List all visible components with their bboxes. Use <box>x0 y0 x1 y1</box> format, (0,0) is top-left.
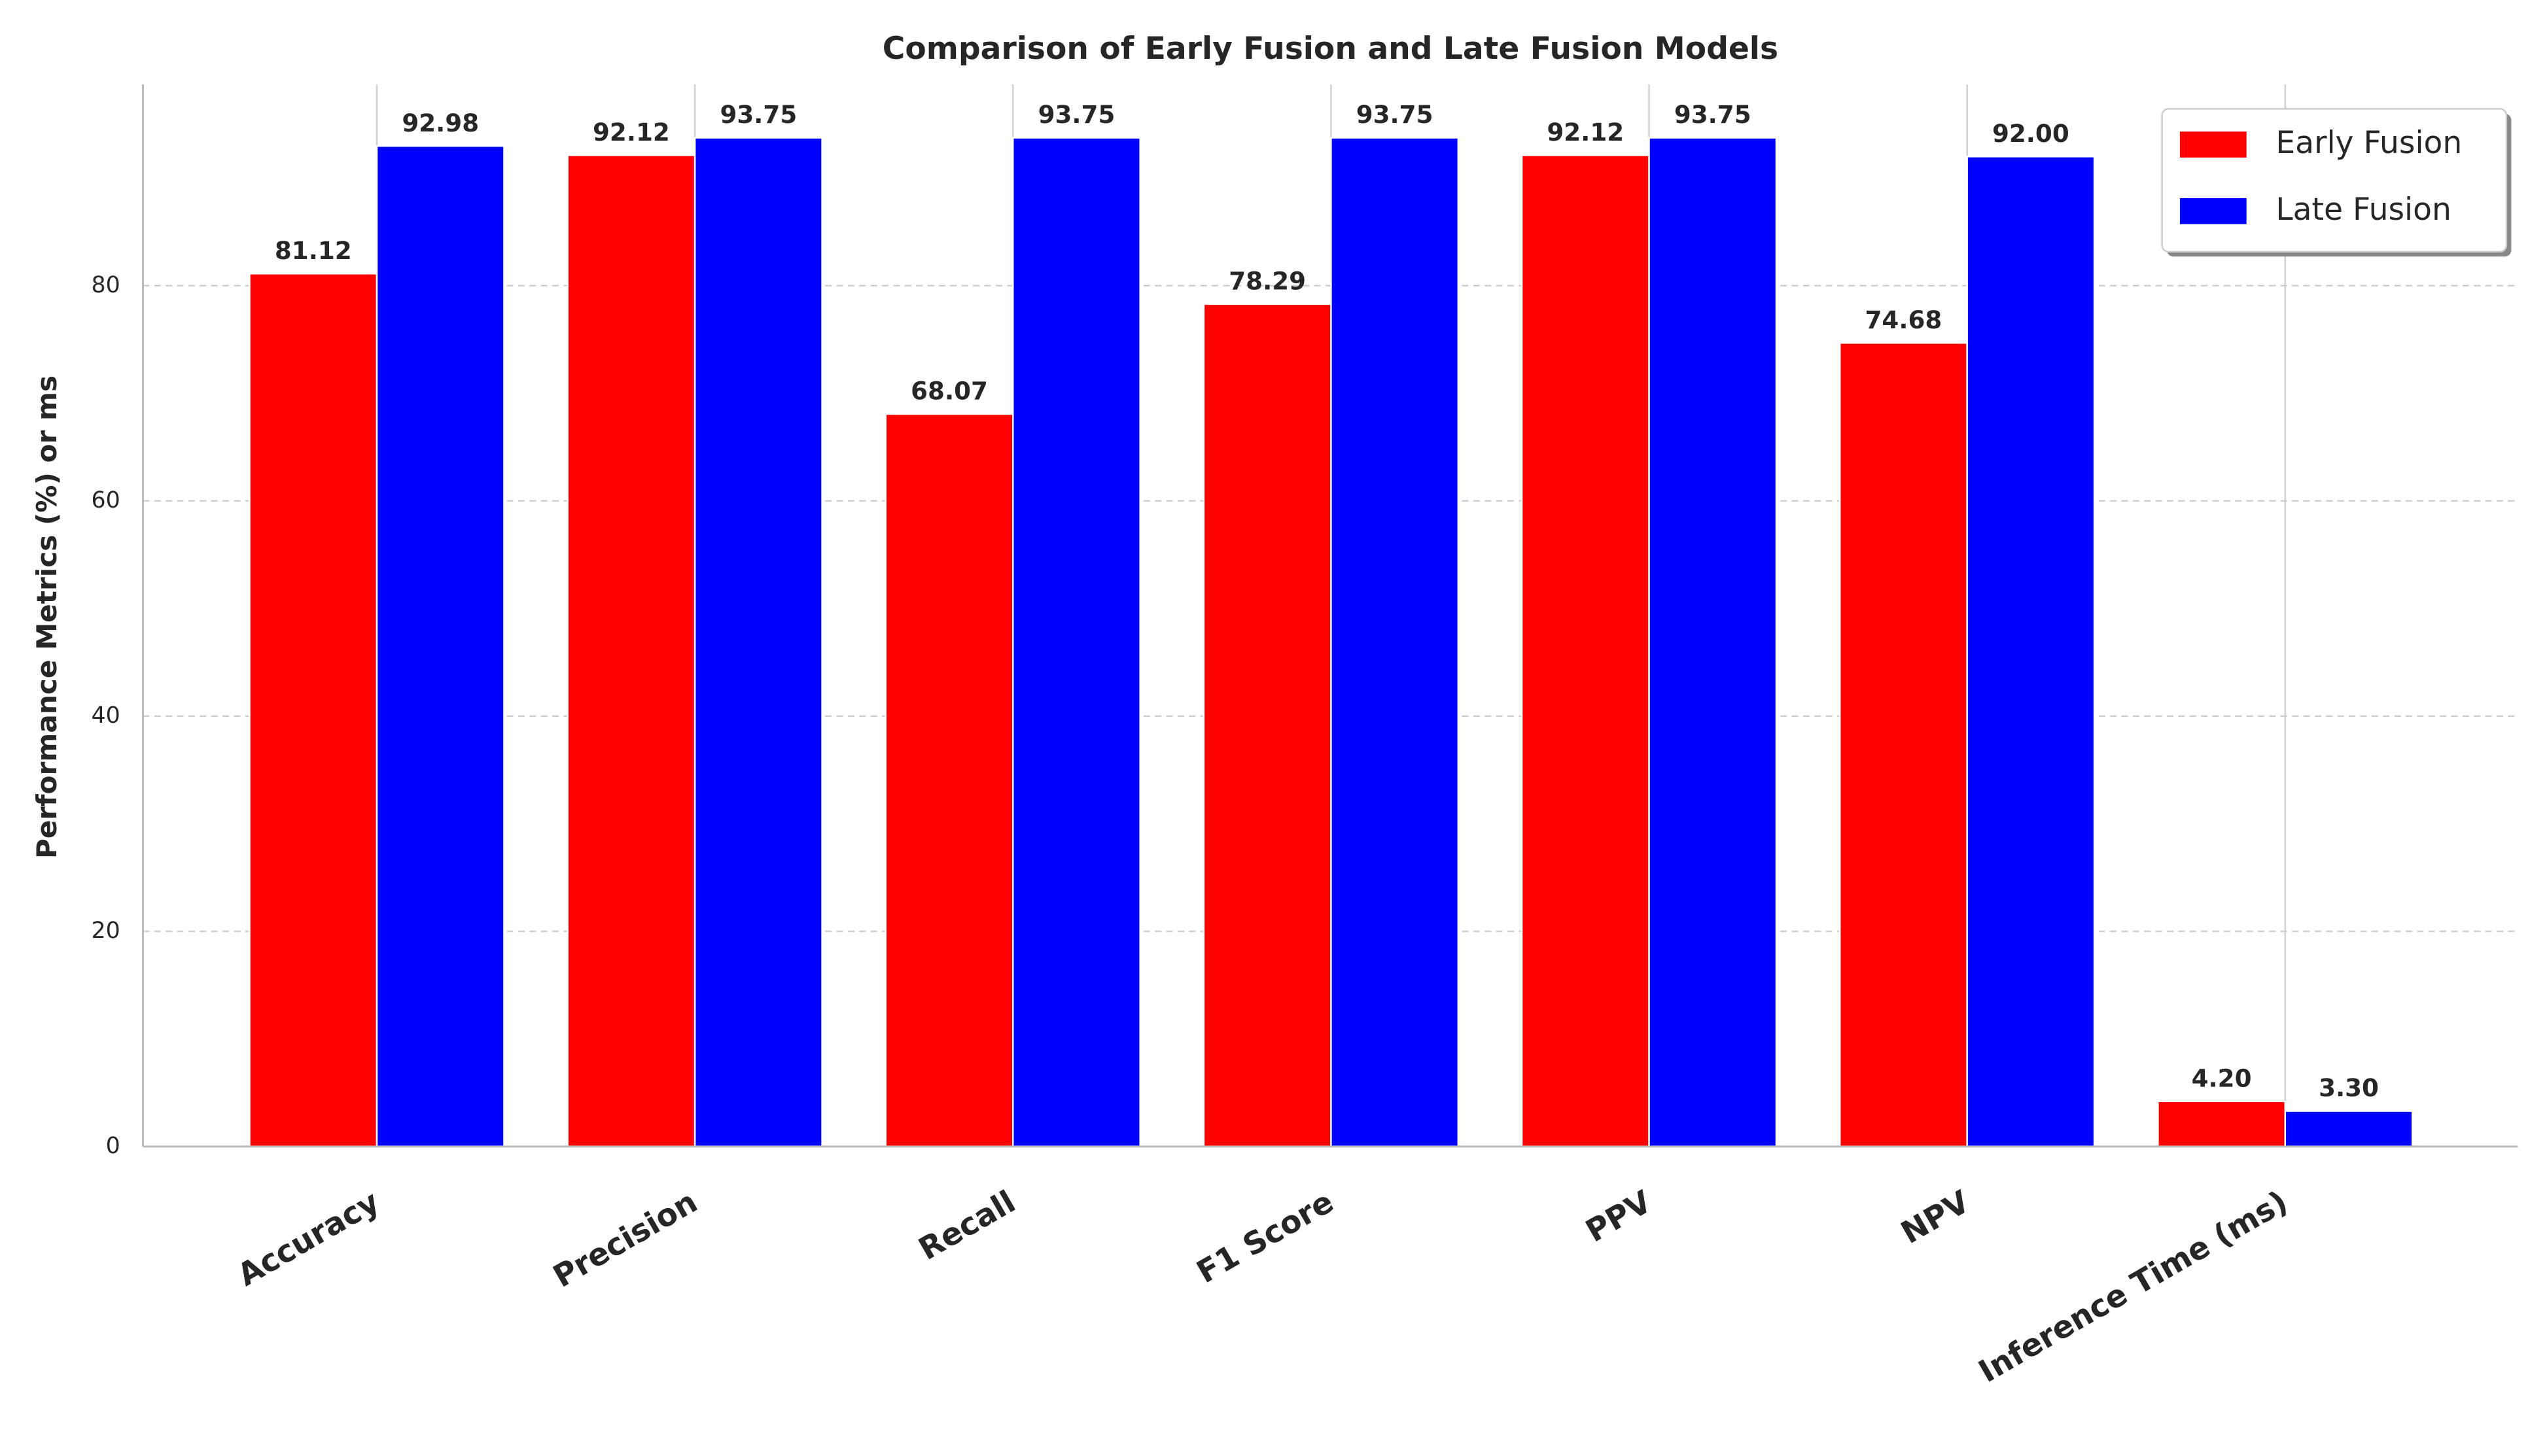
x-tick-label: Recall <box>913 1184 1021 1268</box>
value-label: 92.98 <box>402 109 479 137</box>
y-tick-label: 40 <box>92 702 120 729</box>
value-label: 4.20 <box>2192 1064 2252 1092</box>
chart-title: Comparison of Early Fusion and Late Fusi… <box>883 31 1778 67</box>
x-tick-label: PPV <box>1580 1184 1658 1250</box>
x-tick-label: Precision <box>547 1184 703 1295</box>
value-label: 92.12 <box>593 118 670 147</box>
y-tick-label: 20 <box>92 918 120 944</box>
bar <box>885 413 1014 1148</box>
bar <box>1012 137 1141 1148</box>
value-label: 78.29 <box>1229 267 1306 296</box>
value-label: 93.75 <box>720 100 797 129</box>
value-label: 93.75 <box>1038 100 1115 129</box>
bar <box>1838 342 1968 1148</box>
y-axis-label: Performance Metrics (%) or ms <box>31 375 63 859</box>
bar <box>1966 156 2096 1148</box>
y-tick-label: 80 <box>92 272 120 298</box>
bar <box>2157 1100 2287 1148</box>
bar <box>376 145 505 1148</box>
value-label: 93.75 <box>1674 100 1751 129</box>
bar <box>694 137 823 1148</box>
legend-swatch <box>2179 131 2247 158</box>
x-tick-label: F1 Score <box>1191 1184 1340 1291</box>
x-tick-label: Inference Time (ms) <box>1973 1184 2294 1390</box>
bar <box>1648 137 1778 1148</box>
bar <box>567 154 696 1148</box>
value-label: 68.07 <box>911 377 988 406</box>
value-label: 92.00 <box>1992 119 2069 148</box>
legend-label: Late Fusion <box>2275 192 2451 228</box>
y-tick-label: 60 <box>92 487 120 513</box>
legend: Early Fusion Late Fusion <box>2161 108 2512 257</box>
value-label: 93.75 <box>1356 100 1433 129</box>
bar <box>249 273 378 1148</box>
legend-swatch <box>2179 198 2247 224</box>
legend-box <box>2161 108 2508 253</box>
bar <box>2284 1110 2414 1148</box>
bar <box>1330 137 1460 1148</box>
x-tick-label: NPV <box>1895 1184 1976 1251</box>
value-label: 92.12 <box>1547 118 1624 147</box>
value-label: 3.30 <box>2319 1073 2379 1102</box>
value-label: 81.12 <box>275 236 352 265</box>
legend-label: Early Fusion <box>2275 125 2462 161</box>
bar <box>1520 154 1650 1148</box>
bar <box>1203 303 1332 1148</box>
value-label: 74.68 <box>1865 305 1942 334</box>
y-tick-label: 0 <box>106 1133 120 1159</box>
x-tick-label: Accuracy <box>232 1184 385 1294</box>
